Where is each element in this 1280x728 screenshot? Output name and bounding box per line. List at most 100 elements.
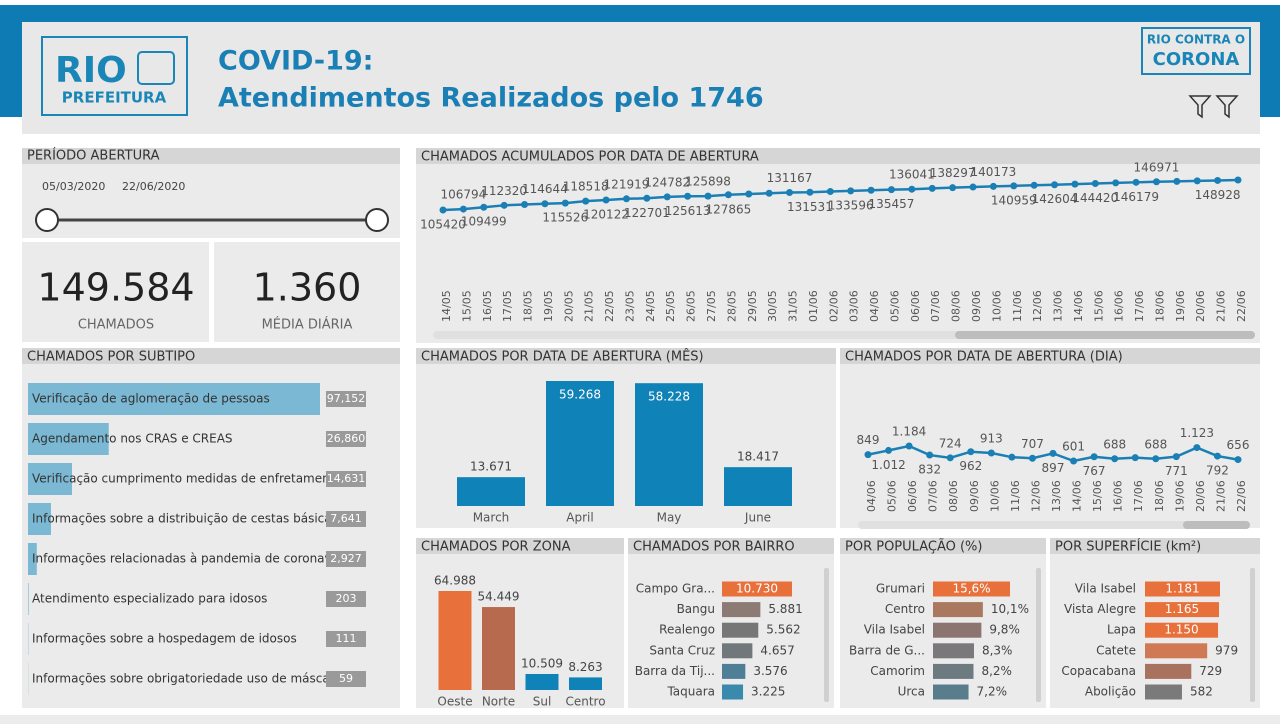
bar bbox=[482, 607, 515, 690]
x-tick-label: 21/05 bbox=[583, 290, 596, 322]
data-label: 3.576 bbox=[753, 664, 787, 678]
x-tick-label: Centro bbox=[565, 695, 605, 709]
data-label: 140173 bbox=[970, 165, 1016, 179]
line-point bbox=[582, 198, 589, 205]
line-point bbox=[1010, 182, 1017, 189]
scrollbar[interactable] bbox=[1250, 568, 1255, 702]
x-tick-label: 30/05 bbox=[766, 290, 779, 322]
line-point bbox=[806, 189, 813, 196]
data-label: 3.225 bbox=[751, 685, 785, 699]
category-label: Urca bbox=[898, 685, 925, 699]
slider-handle[interactable] bbox=[36, 209, 58, 231]
bar bbox=[1145, 643, 1207, 658]
line-point bbox=[1194, 177, 1201, 184]
category-label: Informações sobre a hospedagem de idosos bbox=[32, 632, 297, 646]
data-label: 724 bbox=[939, 436, 962, 450]
data-label: 125613 bbox=[665, 204, 711, 218]
line-point bbox=[501, 202, 508, 209]
line-point bbox=[1112, 179, 1119, 186]
line-point bbox=[888, 186, 895, 193]
kpi-value: 1.360 bbox=[253, 266, 362, 310]
x-tick-label: 18/06 bbox=[1153, 290, 1166, 322]
data-label: 124782 bbox=[644, 175, 690, 189]
bar bbox=[933, 602, 983, 617]
x-tick-label: 18/05 bbox=[522, 290, 535, 322]
x-tick-label: 17/06 bbox=[1133, 290, 1146, 322]
data-label: 10,1% bbox=[991, 602, 1029, 616]
x-tick-label: 12/06 bbox=[1031, 290, 1044, 322]
line-point bbox=[988, 449, 995, 456]
line-point bbox=[766, 190, 773, 197]
data-label: 54.449 bbox=[478, 590, 520, 604]
data-label: 203 bbox=[336, 592, 357, 605]
slider-handle[interactable] bbox=[366, 209, 388, 231]
category-label: Atendimento especializado para idosos bbox=[32, 592, 267, 606]
x-tick-label: 22/06 bbox=[1235, 480, 1248, 512]
data-label: 1.181 bbox=[1165, 582, 1199, 596]
data-label: 125898 bbox=[685, 175, 731, 189]
scrollbar-thumb[interactable] bbox=[1183, 521, 1250, 529]
x-tick-label: 14/06 bbox=[1071, 480, 1084, 512]
line-point bbox=[1050, 450, 1057, 457]
line-point bbox=[1091, 453, 1098, 460]
x-tick-label: 19/06 bbox=[1173, 480, 1186, 512]
scrollbar[interactable] bbox=[824, 568, 829, 702]
data-label: 111 bbox=[336, 632, 357, 645]
data-label: 849 bbox=[857, 433, 880, 447]
scrollbar[interactable] bbox=[1036, 568, 1041, 702]
category-label: Realengo bbox=[659, 623, 715, 637]
data-label: 767 bbox=[1083, 464, 1106, 478]
x-tick-label: 12/06 bbox=[1029, 480, 1042, 512]
data-label: 707 bbox=[1021, 437, 1044, 451]
x-tick-label: 16/05 bbox=[481, 290, 494, 322]
data-label: 8.263 bbox=[568, 660, 602, 674]
period-start: 05/03/2020 bbox=[42, 180, 105, 193]
data-label: 4.657 bbox=[760, 643, 794, 657]
x-tick-label: Oeste bbox=[437, 695, 472, 709]
bar bbox=[1145, 685, 1182, 700]
line-point bbox=[1092, 180, 1099, 187]
data-label: 105420 bbox=[420, 218, 466, 232]
x-tick-label: March bbox=[473, 511, 510, 525]
line-point bbox=[906, 443, 913, 450]
category-label: Grumari bbox=[876, 582, 925, 596]
x-tick-label: 17/05 bbox=[501, 290, 514, 322]
x-tick-label: 15/06 bbox=[1091, 480, 1104, 512]
data-label: 138297 bbox=[930, 166, 976, 180]
line-point bbox=[440, 207, 447, 214]
line-point bbox=[541, 200, 548, 207]
bar bbox=[722, 623, 758, 638]
data-label: 120122 bbox=[583, 208, 629, 222]
data-label: 115526 bbox=[542, 211, 588, 225]
bar bbox=[569, 677, 602, 690]
x-tick-label: June bbox=[744, 511, 771, 525]
x-tick-label: 17/06 bbox=[1132, 480, 1145, 512]
line-point bbox=[664, 193, 671, 200]
x-tick-label: 09/06 bbox=[970, 290, 983, 322]
x-tick-label: 14/06 bbox=[1072, 290, 1085, 322]
x-tick-label: 05/06 bbox=[888, 290, 901, 322]
line-point bbox=[970, 184, 977, 191]
x-tick-label: 31/05 bbox=[787, 290, 800, 322]
bar bbox=[722, 602, 760, 617]
data-label: 97,152 bbox=[327, 392, 366, 405]
category-label: Verificação cumprimento medidas de enfre… bbox=[32, 472, 342, 486]
x-tick-label: 20/06 bbox=[1194, 290, 1207, 322]
category-label: Camorim bbox=[870, 664, 925, 678]
x-tick-label: 13/06 bbox=[1050, 480, 1063, 512]
badge-text: CORONA bbox=[1153, 49, 1240, 70]
category-label: Taquara bbox=[666, 685, 715, 699]
x-tick-label: 15/05 bbox=[460, 290, 473, 322]
x-tick-label: 27/05 bbox=[705, 290, 718, 322]
bar bbox=[933, 643, 974, 658]
x-tick-label: 07/06 bbox=[929, 290, 942, 322]
data-label: 146179 bbox=[1113, 190, 1159, 204]
data-label: 140959 bbox=[991, 193, 1037, 207]
x-tick-label: 19/05 bbox=[542, 290, 555, 322]
line-point bbox=[745, 190, 752, 197]
scrollbar-thumb[interactable] bbox=[955, 331, 1255, 339]
data-label: 1.123 bbox=[1180, 426, 1214, 440]
bar bbox=[933, 623, 981, 638]
x-tick-label: 20/05 bbox=[562, 290, 575, 322]
bar bbox=[933, 685, 969, 700]
